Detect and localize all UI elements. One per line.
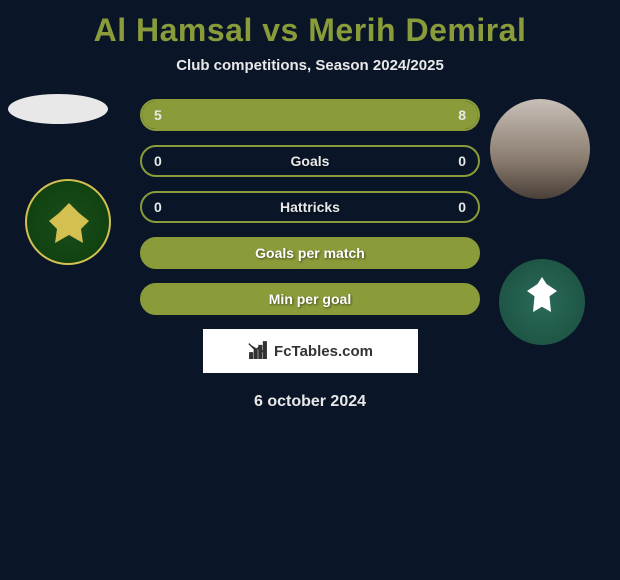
stat-value-right: 0 — [458, 199, 466, 215]
stat-value-left: 5 — [154, 107, 162, 123]
player-left-photo — [8, 94, 108, 124]
stat-bar: Goals per match — [140, 237, 480, 269]
page-title: Al Hamsal vs Merih Demiral — [0, 0, 620, 49]
date-label: 6 october 2024 — [0, 393, 620, 411]
stat-value-left: 0 — [154, 199, 162, 215]
stat-label: Goals — [291, 153, 330, 169]
stat-bar: 0 Goals 0 — [140, 145, 480, 177]
stat-label: Goals per match — [255, 245, 365, 261]
stat-bar: 0 Hattricks 0 — [140, 191, 480, 223]
stat-value-left: 0 — [154, 153, 162, 169]
brand-logo[interactable]: FcTables.com — [203, 329, 418, 373]
player-right-photo — [490, 99, 590, 199]
stat-fill-right — [270, 101, 478, 129]
comparison-area: 5Matches8 0 Goals 0 0 Hattricks 0 Goals per mat… — [0, 99, 620, 411]
stat-bar: 5Matches8 — [140, 99, 480, 131]
stat-label: Hattricks — [280, 199, 340, 215]
subtitle: Club competitions, Season 2024/2025 — [0, 57, 620, 74]
stat-bar: Min per goal — [140, 283, 480, 315]
stat-label: Min per goal — [269, 291, 351, 307]
stat-value-right: 8 — [458, 107, 466, 123]
club-right-badge — [499, 259, 585, 345]
club-left-badge — [25, 179, 111, 265]
brand-text: FcTables.com — [274, 343, 373, 360]
stats-list: 5Matches8 0 Goals 0 0 Hattricks 0 Goals per mat… — [140, 99, 480, 315]
stat-value-right: 0 — [458, 153, 466, 169]
chart-icon — [247, 340, 269, 362]
